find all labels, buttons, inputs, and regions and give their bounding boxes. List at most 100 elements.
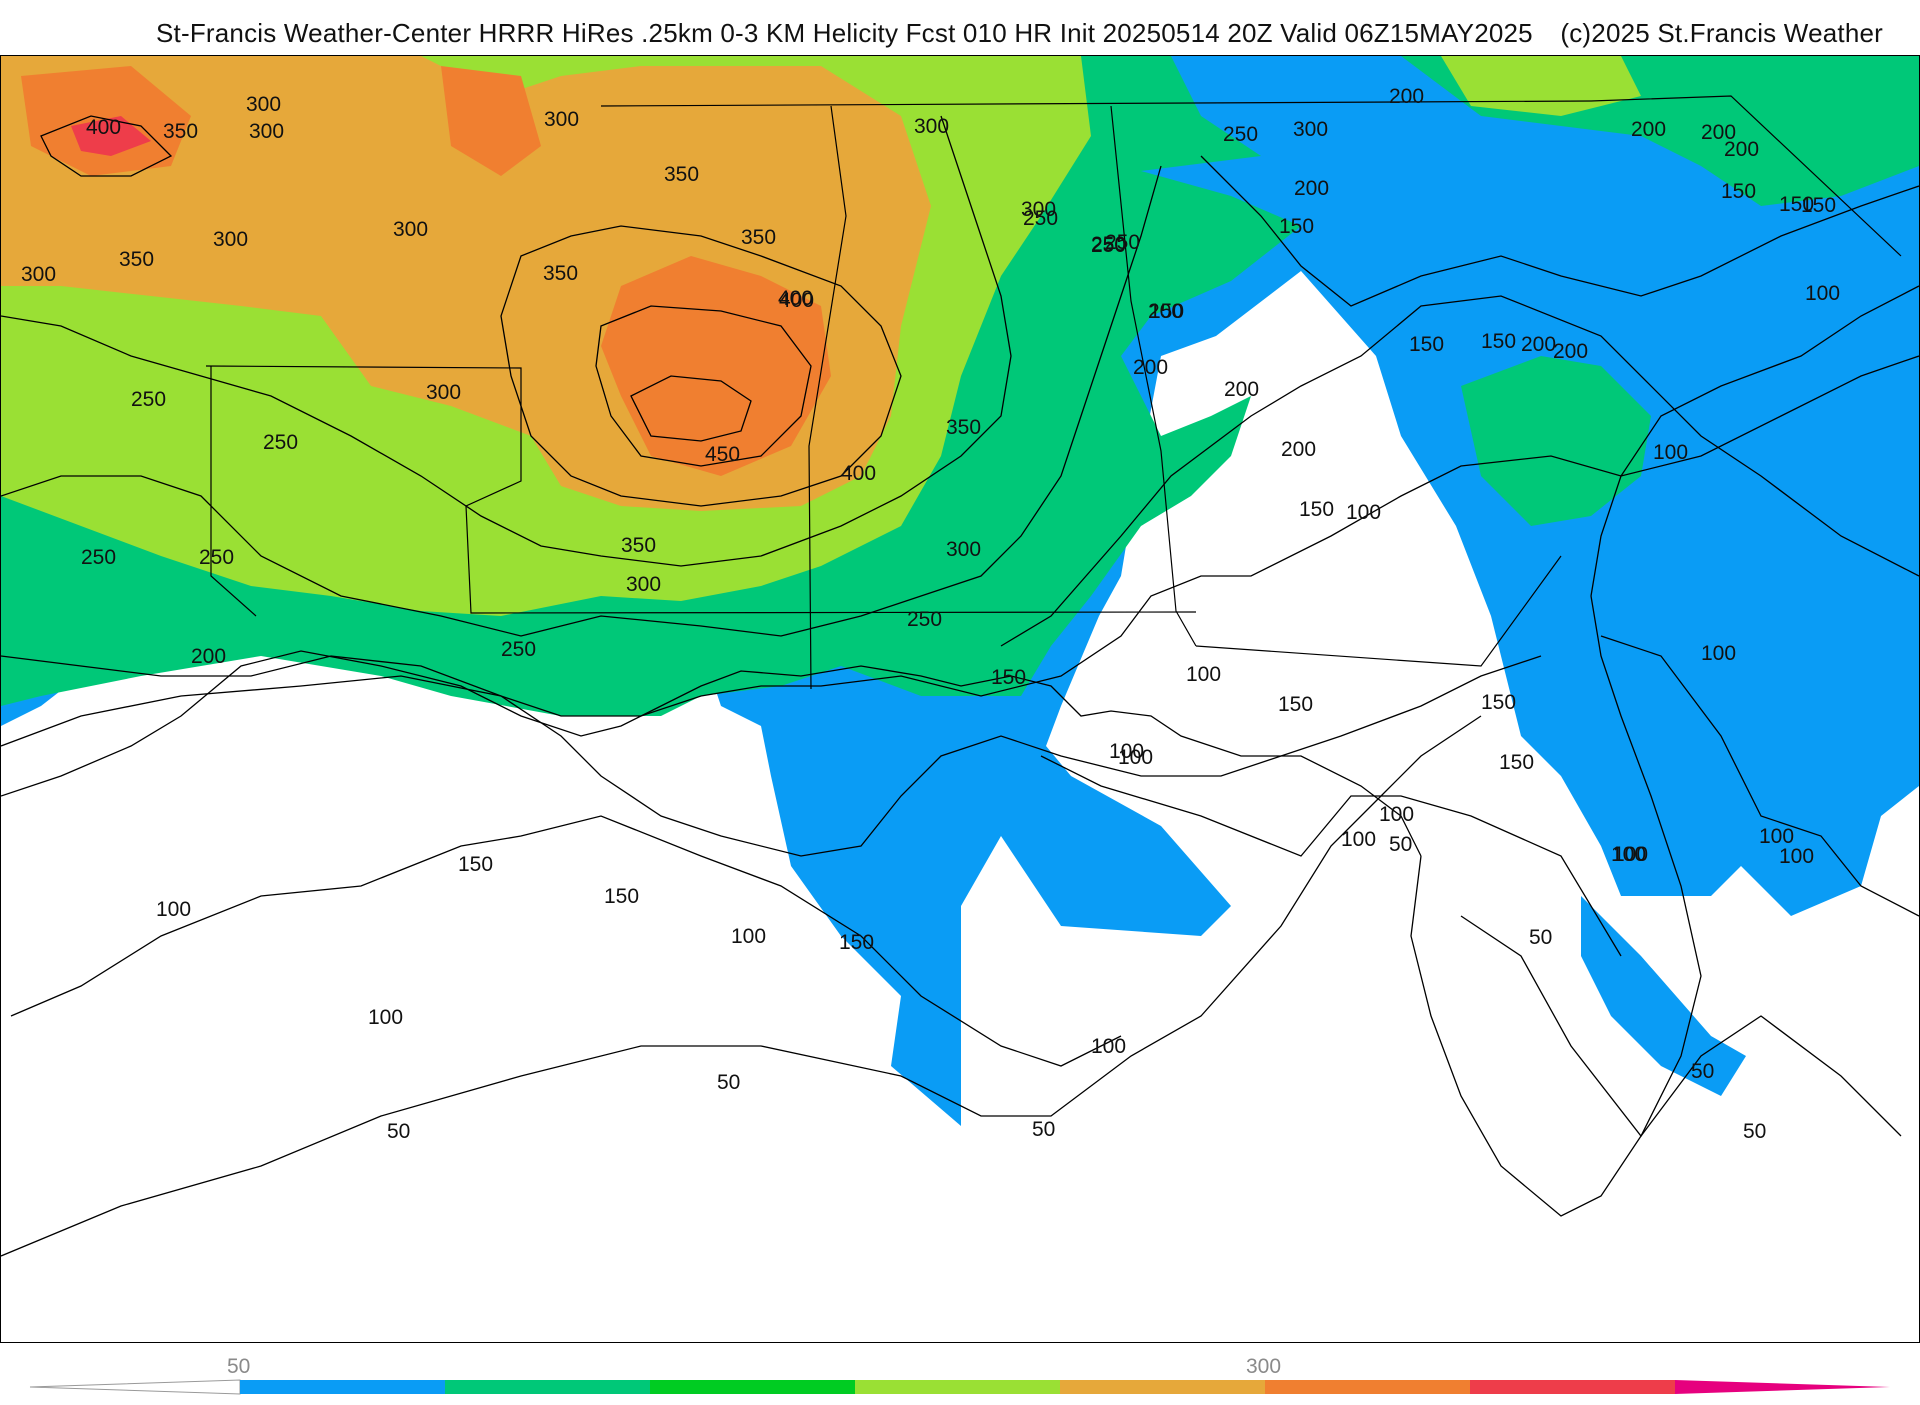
contour-label: 300 [1021,198,1056,221]
contour-label: 250 [1105,231,1140,254]
contour-label: 50 [1529,926,1552,949]
border-line [1110,105,1197,647]
contour-label: 100 [1186,663,1221,686]
contour-label: 250 [131,388,166,411]
contour-label: 150 [1278,693,1313,716]
contour-label: 200 [1724,138,1759,161]
contour-label: 300 [1293,118,1328,141]
contour-label: 350 [741,226,776,249]
colorbar-tick-label: 50 [227,1355,250,1378]
contour-label: 150 [1279,215,1314,238]
contour-label: 50 [1743,1120,1766,1143]
contour-label: 250 [907,608,942,631]
contour-label: 200 [1631,118,1666,141]
colorbar-segment-5 [1060,1380,1265,1394]
contour-label: 200 [191,645,226,668]
colorbar: 50 300 [0,1343,1920,1400]
contour-100 [10,815,1122,1067]
contour-label: 100 [1613,843,1648,866]
contour-label: 100 [731,925,766,948]
contour-label: 100 [1759,825,1794,848]
border-line [205,365,1197,614]
contour-label: 100 [1611,843,1646,866]
contour-label: 300 [544,108,579,131]
contour-100 [1600,635,1919,917]
contour-label: 150 [1481,691,1516,714]
contour-label: 200 [1521,333,1556,356]
contour-label: 350 [664,163,699,186]
contour-label: 300 [21,263,56,286]
map-canvas: 400 350 300 300 300 300 300 350 300 350 … [1,56,1919,1257]
contour-label: 100 [1091,1035,1126,1058]
contour-label: 150 [1779,193,1814,216]
contour-label: 300 [426,381,461,404]
contour-label: 100 [368,1006,403,1029]
contour-200 [1,355,1919,717]
contour-label: 200 [1389,85,1424,108]
contour-label: 350 [119,248,154,271]
contour-label: 150 [1721,180,1756,203]
contour-label: 300 [213,228,248,251]
contour-50 [1460,915,1902,1138]
contour-100 [1040,755,1622,957]
fill-band-green-east [1461,356,1651,526]
contour-label: 100 [1701,642,1736,665]
colorbar-segment-0 [29,1379,241,1395]
contour-label: 250 [81,546,116,569]
contour-label: 200 [1281,438,1316,461]
contour-label: 400 [778,287,813,310]
contour-label: 150 [991,666,1026,689]
contour-label: 300 [946,538,981,561]
map-title: St-Francis Weather-Center HRRR HiRes .25… [156,18,1533,48]
contour-label: 250 [1223,123,1258,146]
colorbar-segment-3 [650,1380,855,1394]
contour-label: 300 [626,573,661,596]
atlantic-coastline [1590,285,1919,597]
contour-label: 150 [1801,194,1836,217]
contour-450 [630,375,752,442]
contour-label: 400 [86,116,121,139]
state-borders [205,95,1902,690]
contour-label: 300 [914,115,949,138]
contour-150 [1000,295,1919,647]
contour-label: 400 [841,462,876,485]
contour-label: 50 [1389,833,1412,856]
contour-label: 300 [246,93,281,116]
contour-label: 250 [1091,233,1126,256]
contour-labels: 400 350 300 300 300 300 300 350 300 350 … [21,85,1840,1143]
colorbar-segment-2 [445,1380,650,1394]
colorbar-tick-label: 300 [1246,1355,1281,1378]
contour-150 [1,655,1542,857]
contour-label: 150 [1149,300,1184,323]
contour-label: 200 [1553,340,1588,363]
contour-label: 100 [1346,501,1381,524]
contour-250 [1,165,1162,637]
border-line [1590,95,1902,257]
gulf-coastline [1,650,1422,857]
colorbar-segment-6 [1265,1380,1470,1394]
contour-label: 150 [1499,751,1534,774]
contour-label: 250 [1091,234,1126,257]
border-line [808,105,847,690]
contour-label: 300 [393,218,428,241]
contour-label: 100 [1779,845,1814,868]
contour-label: 200 [1294,177,1329,200]
contour-400 [595,305,812,467]
contour-label: 200 [1701,121,1736,144]
contour-label: 250 [501,638,536,661]
contour-label: 250 [1023,207,1058,230]
contour-label: 350 [946,416,981,439]
contour-label: 150 [1481,330,1516,353]
contour-label: 250 [263,431,298,454]
colorbar-segment-1 [240,1380,445,1394]
colorbar-canvas: 50 300 [29,1355,1890,1395]
contour-label: 100 [1341,828,1376,851]
contour-label: 100 [1118,746,1153,769]
contour-label: 200 [1148,300,1183,323]
border-line [600,100,1592,107]
contour-label: 400 [779,289,814,312]
contour-label: 150 [458,853,493,876]
contour-label: 200 [1224,378,1259,401]
contour-label: 50 [1032,1118,1055,1141]
fill-band-orange-north [441,66,541,176]
